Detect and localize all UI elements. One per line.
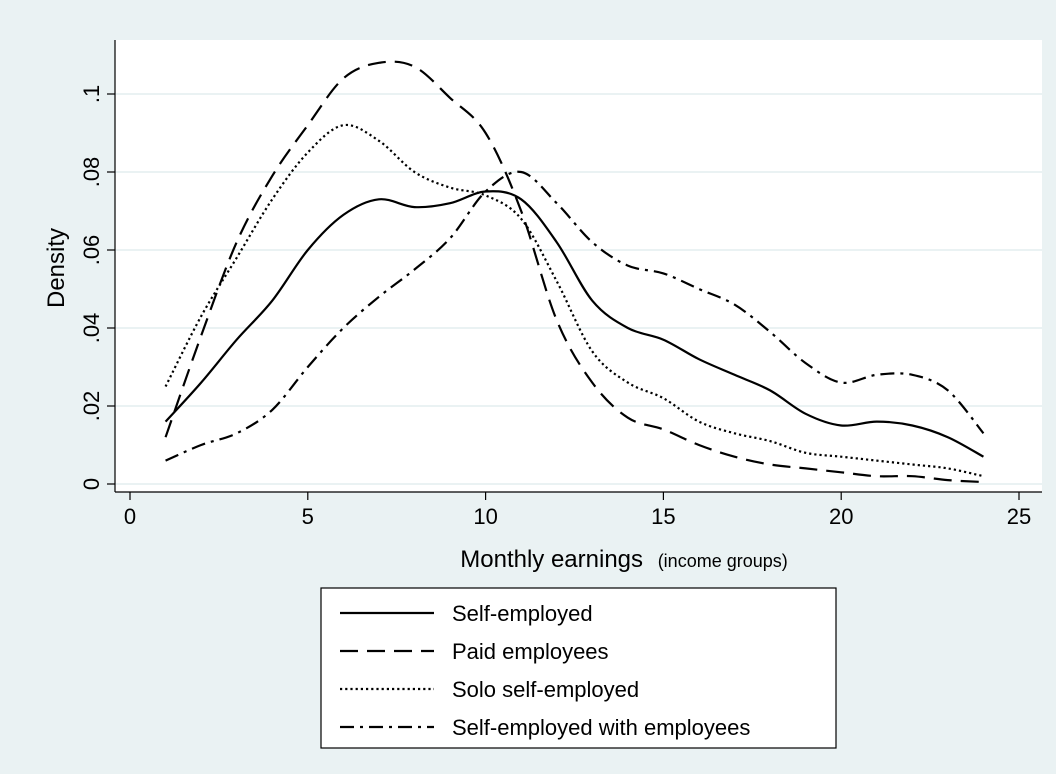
series-self-employed bbox=[164, 190, 984, 458]
y-tick-label: .08 bbox=[79, 157, 104, 188]
x-axis-title-note: (income groups) bbox=[658, 551, 788, 571]
x-tick-label: 25 bbox=[1007, 504, 1031, 529]
series-self-employed-with-employees bbox=[165, 170, 985, 462]
series-line bbox=[164, 190, 984, 458]
y-tick-label: .1 bbox=[79, 85, 104, 103]
axes bbox=[114, 40, 1042, 493]
gridlines bbox=[115, 93, 1042, 485]
x-axis-title: Monthly earnings (income groups) bbox=[460, 546, 788, 573]
y-tick-label: .02 bbox=[79, 391, 104, 422]
series-lines bbox=[164, 60, 985, 484]
x-tick-label: 20 bbox=[829, 504, 853, 529]
legend: Self-employed Paid employees Solo self-emp… bbox=[320, 587, 837, 749]
series-line bbox=[165, 170, 985, 462]
series-line bbox=[164, 60, 984, 484]
plot-area bbox=[115, 40, 1042, 492]
legend-box bbox=[320, 587, 837, 749]
y-tick-label: .04 bbox=[79, 313, 104, 344]
legend-label: Solo self-employed bbox=[452, 677, 639, 702]
tick-marks: 0 .02 .04 .06 .08 .1 0 5 10 15 20 25 bbox=[79, 85, 1031, 529]
x-tick-label: 15 bbox=[651, 504, 675, 529]
y-axis-title: Density bbox=[43, 228, 70, 308]
x-tick-label: 5 bbox=[302, 504, 314, 529]
x-axis-title-main: Monthly earnings bbox=[460, 546, 643, 573]
y-tick-label: .06 bbox=[79, 235, 104, 266]
y-tick-label: 0 bbox=[79, 478, 104, 490]
series-solo-self-employed bbox=[164, 123, 984, 478]
series-line bbox=[164, 123, 984, 478]
legend-label: Self-employed with employees bbox=[452, 715, 750, 740]
legend-label: Paid employees bbox=[452, 639, 609, 664]
series-paid-employees bbox=[164, 60, 984, 484]
x-tick-label: 10 bbox=[473, 504, 497, 529]
legend-label: Self-employed bbox=[452, 601, 593, 626]
x-tick-label: 0 bbox=[124, 504, 136, 529]
